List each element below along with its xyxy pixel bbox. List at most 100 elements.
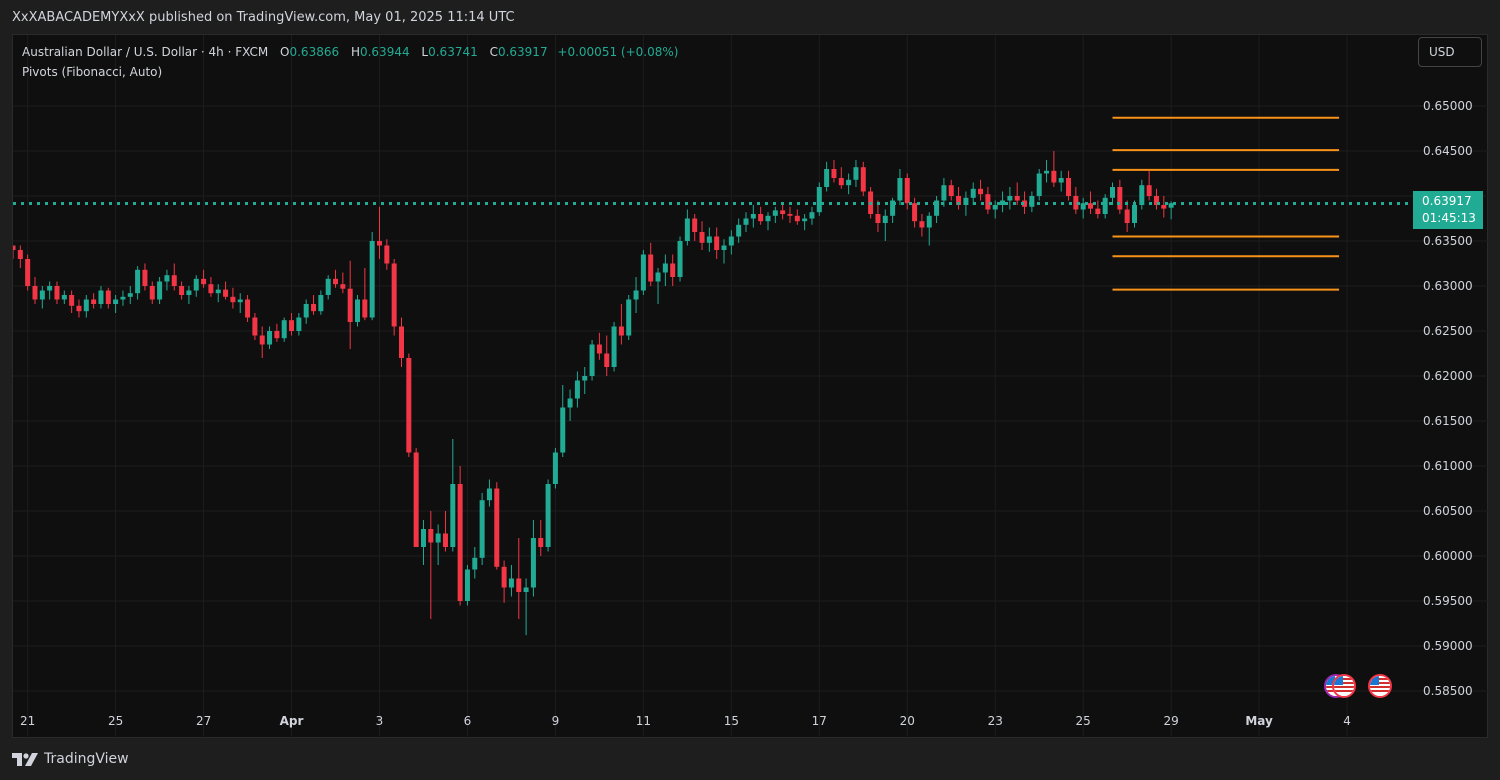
candle-body — [1029, 196, 1035, 207]
candle-body — [267, 331, 273, 345]
candle-body — [377, 241, 382, 246]
candle-body — [13, 245, 16, 250]
indicator-pivots-label[interactable]: Pivots (Fibonacci, Auto) — [22, 65, 163, 79]
candlestick-chart[interactable]: 0.650000.645000.640000.635000.630000.625… — [13, 35, 1489, 739]
chart-pane[interactable]: 0.650000.645000.640000.635000.630000.625… — [12, 34, 1489, 739]
candle-body — [252, 317, 258, 336]
candle-body — [574, 380, 580, 399]
candle-body — [230, 296, 236, 303]
candle-body — [875, 214, 881, 223]
y-tick-label: 0.61500 — [1423, 414, 1473, 428]
candle-body — [340, 284, 346, 289]
candle-body — [32, 286, 38, 300]
y-tick-label: 0.65000 — [1423, 99, 1473, 113]
candle-body — [1131, 205, 1137, 223]
candle-body — [919, 221, 925, 228]
candle-body — [860, 167, 866, 192]
candle-body — [142, 269, 148, 286]
candle-body — [846, 179, 852, 186]
candle-body — [992, 205, 998, 210]
candle-body — [530, 538, 536, 588]
candle-body — [442, 533, 448, 547]
candle-body — [428, 529, 434, 543]
candle-body — [259, 335, 265, 345]
us-flag-event-icon[interactable] — [1368, 674, 1392, 698]
candle-body — [17, 250, 23, 259]
candle-body — [684, 218, 690, 241]
candle-body — [926, 215, 932, 228]
y-tick-label: 0.64500 — [1423, 144, 1473, 158]
candle-body — [369, 241, 375, 318]
candle-body — [105, 290, 111, 304]
candle-body — [413, 452, 419, 547]
candle-body — [1051, 170, 1057, 183]
candle-body — [1124, 209, 1130, 223]
candle-body — [464, 569, 470, 601]
candle-body — [245, 299, 251, 318]
candle-body — [743, 218, 749, 225]
candle-body — [186, 290, 192, 295]
us-flag-event-icon[interactable] — [1332, 674, 1356, 698]
symbol-description[interactable]: Australian Dollar / U.S. Dollar · 4h · F… — [22, 45, 269, 59]
candle-body — [494, 488, 500, 567]
candle-body — [1066, 178, 1072, 196]
candle-body — [538, 538, 544, 547]
candle-body — [486, 488, 492, 501]
candle-body — [1073, 196, 1079, 210]
candle-body — [127, 293, 133, 297]
last-price-tag: 0.63917 01:45:13 — [1413, 191, 1483, 229]
candle-body — [516, 578, 522, 592]
candle-body — [120, 296, 126, 300]
candle-body — [794, 215, 800, 222]
x-tick-label: 25 — [1076, 714, 1091, 728]
candle-body — [347, 288, 353, 322]
candle-body — [655, 272, 661, 282]
candle-body — [890, 200, 896, 216]
x-tick-label: 11 — [636, 714, 651, 728]
candle-body — [816, 187, 822, 213]
candle-body — [618, 326, 624, 336]
candle-body — [831, 169, 837, 178]
candle-body — [824, 169, 830, 187]
candle-body — [523, 587, 529, 592]
candle-body — [1022, 200, 1028, 207]
candle-body — [289, 320, 295, 331]
candle-body — [1044, 170, 1050, 174]
candle-body — [780, 210, 786, 214]
candle-body — [589, 344, 595, 376]
candle-body — [706, 236, 712, 243]
y-tick-label: 0.63500 — [1423, 234, 1473, 248]
candle-body — [61, 295, 67, 300]
candle-body — [765, 215, 771, 222]
candle-body — [904, 178, 910, 204]
open-value: 0.63866 — [289, 45, 340, 59]
candle-body — [47, 286, 53, 291]
candle-body — [1095, 208, 1101, 214]
candle-body — [640, 254, 646, 291]
candle-body — [545, 484, 551, 547]
candle-body — [728, 236, 734, 246]
tradingview-logo[interactable]: TradingView — [12, 749, 129, 769]
currency-button[interactable]: USD — [1418, 37, 1482, 67]
candle-body — [1139, 185, 1145, 205]
candle-body — [1088, 203, 1094, 209]
candle-body — [692, 218, 698, 232]
x-tick-label: 23 — [988, 714, 1003, 728]
candle-body — [135, 269, 141, 294]
candle-body — [311, 304, 317, 312]
candle-body — [934, 200, 940, 216]
y-tick-label: 0.59000 — [1423, 639, 1473, 653]
candle-body — [948, 185, 954, 196]
candle-body — [501, 566, 507, 588]
low-label: L — [421, 45, 429, 59]
candle-body — [296, 317, 302, 331]
candle-body — [809, 212, 815, 219]
x-tick-label: 21 — [20, 714, 35, 728]
y-tick-label: 0.63000 — [1423, 279, 1473, 293]
candle-body — [750, 214, 756, 219]
x-tick-label: 20 — [900, 714, 915, 728]
candle-body — [171, 275, 177, 286]
y-tick-label: 0.60000 — [1423, 549, 1473, 563]
candle-body — [1007, 196, 1013, 201]
candle-body — [54, 286, 60, 300]
